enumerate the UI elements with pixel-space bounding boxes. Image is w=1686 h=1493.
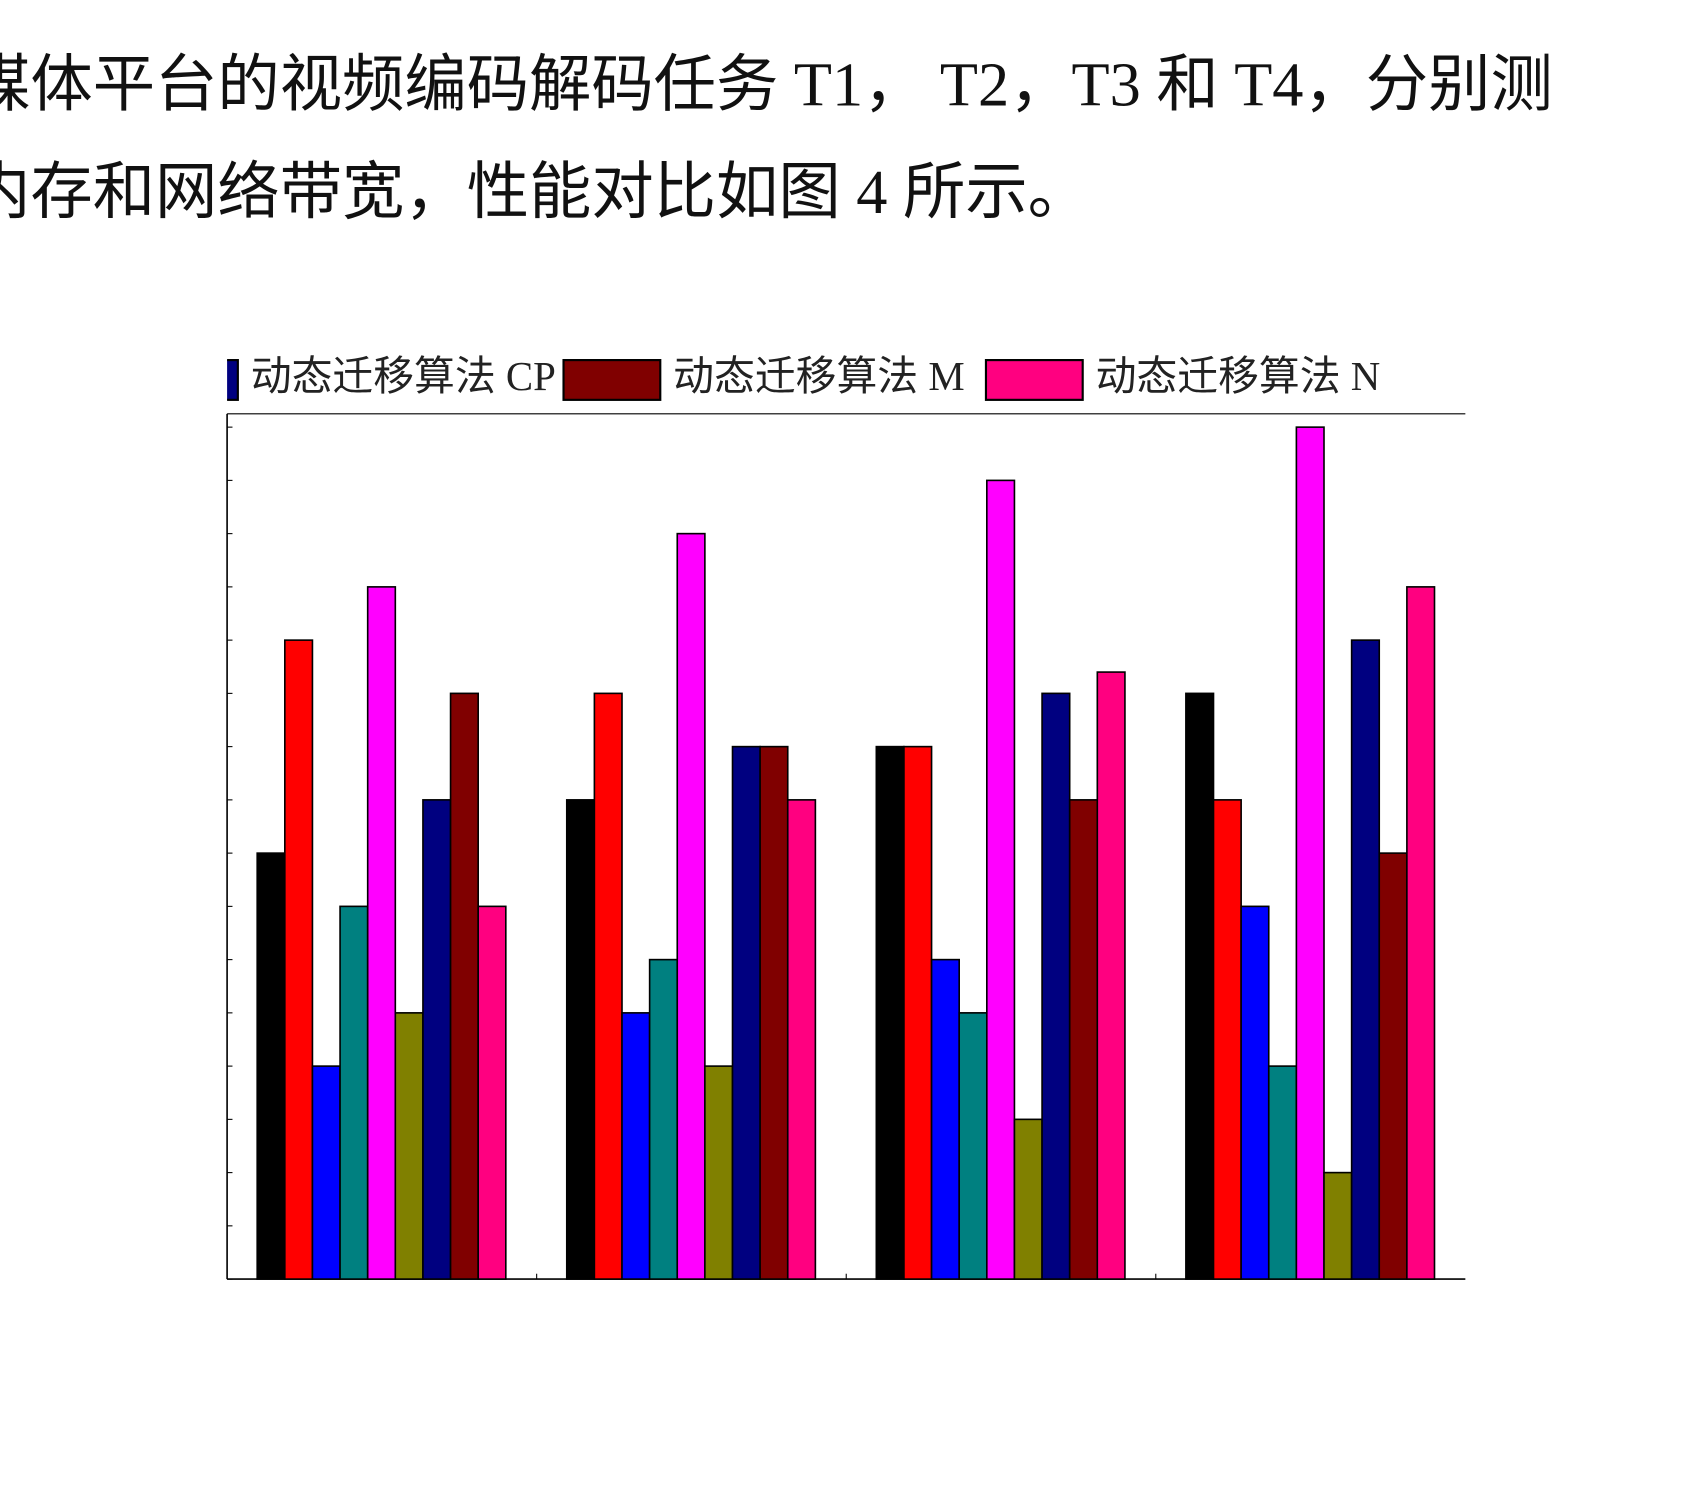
bar xyxy=(593,692,623,1280)
bar xyxy=(339,905,369,1280)
bar xyxy=(422,799,452,1280)
bar xyxy=(786,799,817,1280)
bar xyxy=(1406,586,1436,1280)
legend-swatch xyxy=(984,359,1084,401)
bar xyxy=(311,1065,341,1280)
bar xyxy=(648,958,679,1280)
legend-swatch xyxy=(562,359,662,401)
bar xyxy=(1013,1118,1043,1280)
legend-label: 动态迁移算法 M xyxy=(673,354,964,399)
bar xyxy=(731,745,761,1280)
bar xyxy=(621,1012,651,1280)
bar xyxy=(986,479,1016,1280)
bar xyxy=(477,905,507,1280)
bar xyxy=(1323,1171,1353,1280)
bar xyxy=(1185,692,1215,1280)
bar xyxy=(565,799,596,1280)
bar xyxy=(903,745,933,1280)
bar xyxy=(394,1012,424,1280)
bar xyxy=(1378,852,1408,1280)
bar xyxy=(875,745,905,1280)
bar xyxy=(366,586,397,1280)
paragraph-line: 媒体平台的视频编码解码任务 T1， T2，T3 和 T4，分别测 xyxy=(0,50,1553,119)
paragraph-line: 内存和网络带宽，性能对比如图 4 所示。 xyxy=(0,158,1090,227)
bar xyxy=(256,852,286,1280)
bar xyxy=(759,745,789,1280)
bar xyxy=(1295,426,1325,1280)
bar xyxy=(284,639,314,1280)
bar xyxy=(1068,799,1099,1280)
bar xyxy=(1096,671,1126,1280)
bar xyxy=(930,958,961,1280)
bar xyxy=(1240,905,1270,1280)
legend: 动态迁移算法 CP 动态迁移算法 M 动态迁移算法 N xyxy=(227,354,1381,401)
bar xyxy=(1041,692,1071,1280)
bar xyxy=(449,692,479,1280)
legend-swatch xyxy=(227,359,239,401)
bar xyxy=(704,1065,734,1280)
bar xyxy=(1350,639,1381,1280)
legend-label: 动态迁移算法 CP xyxy=(251,354,556,399)
legend-label: 动态迁移算法 N xyxy=(1096,354,1381,399)
bar xyxy=(958,1012,988,1280)
bar xyxy=(1267,1065,1298,1280)
bar xyxy=(1212,799,1242,1280)
bar xyxy=(676,532,706,1280)
